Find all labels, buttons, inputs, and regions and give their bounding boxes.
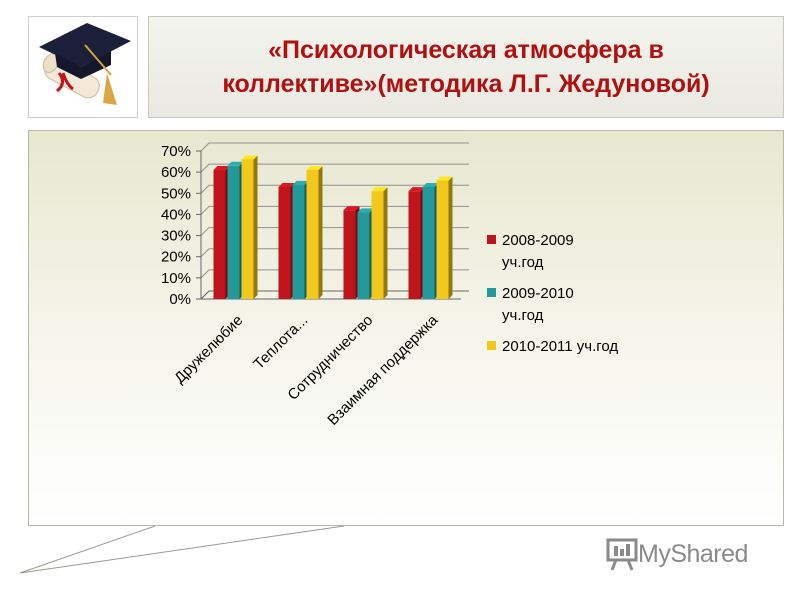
x-tick-label: Взаимная поддержка (324, 311, 441, 428)
diploma-scroll-icon (42, 53, 100, 99)
legend-label: 2008-2009 (502, 232, 574, 249)
chart-panel: 0% 10% 20% 30% 40% 50% 60% 70% Дружелюбие Теплота… (28, 130, 784, 526)
bar-3-2 (436, 176, 453, 299)
watermark: MyShared (606, 536, 748, 572)
bar-0-0 (213, 166, 230, 299)
bar-2-1 (357, 208, 374, 299)
presentation-board-icon (606, 538, 638, 571)
legend-swatch (487, 235, 496, 244)
bar-1-2 (306, 166, 323, 299)
title-banner: «Психологическая атмосфера в коллективе»… (148, 16, 784, 118)
legend-label: уч.год (502, 307, 544, 324)
gridline (200, 184, 469, 194)
legend-label: 2010-2011 уч.год (502, 338, 618, 355)
bar-0-2 (241, 155, 258, 299)
y-tick-label: 40% (161, 206, 191, 223)
y-tick-label: 50% (161, 185, 191, 202)
bar-3-1 (422, 182, 439, 299)
gridline (200, 163, 469, 173)
bar-1-0 (278, 182, 295, 299)
y-tick-label: 60% (161, 164, 191, 181)
gridline (200, 142, 469, 152)
bar-0-1 (227, 161, 244, 299)
legend-swatch (487, 288, 496, 297)
bar-3-0 (408, 187, 425, 299)
y-tick-label: 10% (161, 270, 191, 287)
legend-swatch (487, 341, 496, 350)
y-tick-label: 70% (161, 143, 191, 160)
y-tick-label: 20% (161, 249, 191, 266)
bar-2-2 (371, 187, 388, 299)
title-line-2: коллективе»(методика Л.Г. Жедуновой) (222, 70, 710, 98)
graduation-cap-icon (39, 23, 131, 105)
title-line-1: «Психологическая атмосфера в (268, 36, 664, 64)
bar-chart: 0% 10% 20% 30% 40% 50% 60% 70% Дружелюбие Теплота… (161, 142, 618, 429)
y-tick-label: 0% (169, 291, 191, 308)
watermark-text: MyShared (638, 539, 748, 568)
legend-label: уч.год (502, 254, 544, 271)
page-title: «Психологическая атмосфера в коллективе»… (212, 33, 719, 101)
logo-image (28, 16, 138, 118)
bar-1-1 (292, 180, 309, 299)
x-tick-label: Дружелюбие (171, 312, 246, 387)
y-tick-label: 30% (161, 228, 191, 245)
x-tick-label: Теплота... (250, 312, 311, 373)
legend-label: 2009-2010 (502, 285, 574, 302)
bar-2-0 (343, 206, 360, 299)
